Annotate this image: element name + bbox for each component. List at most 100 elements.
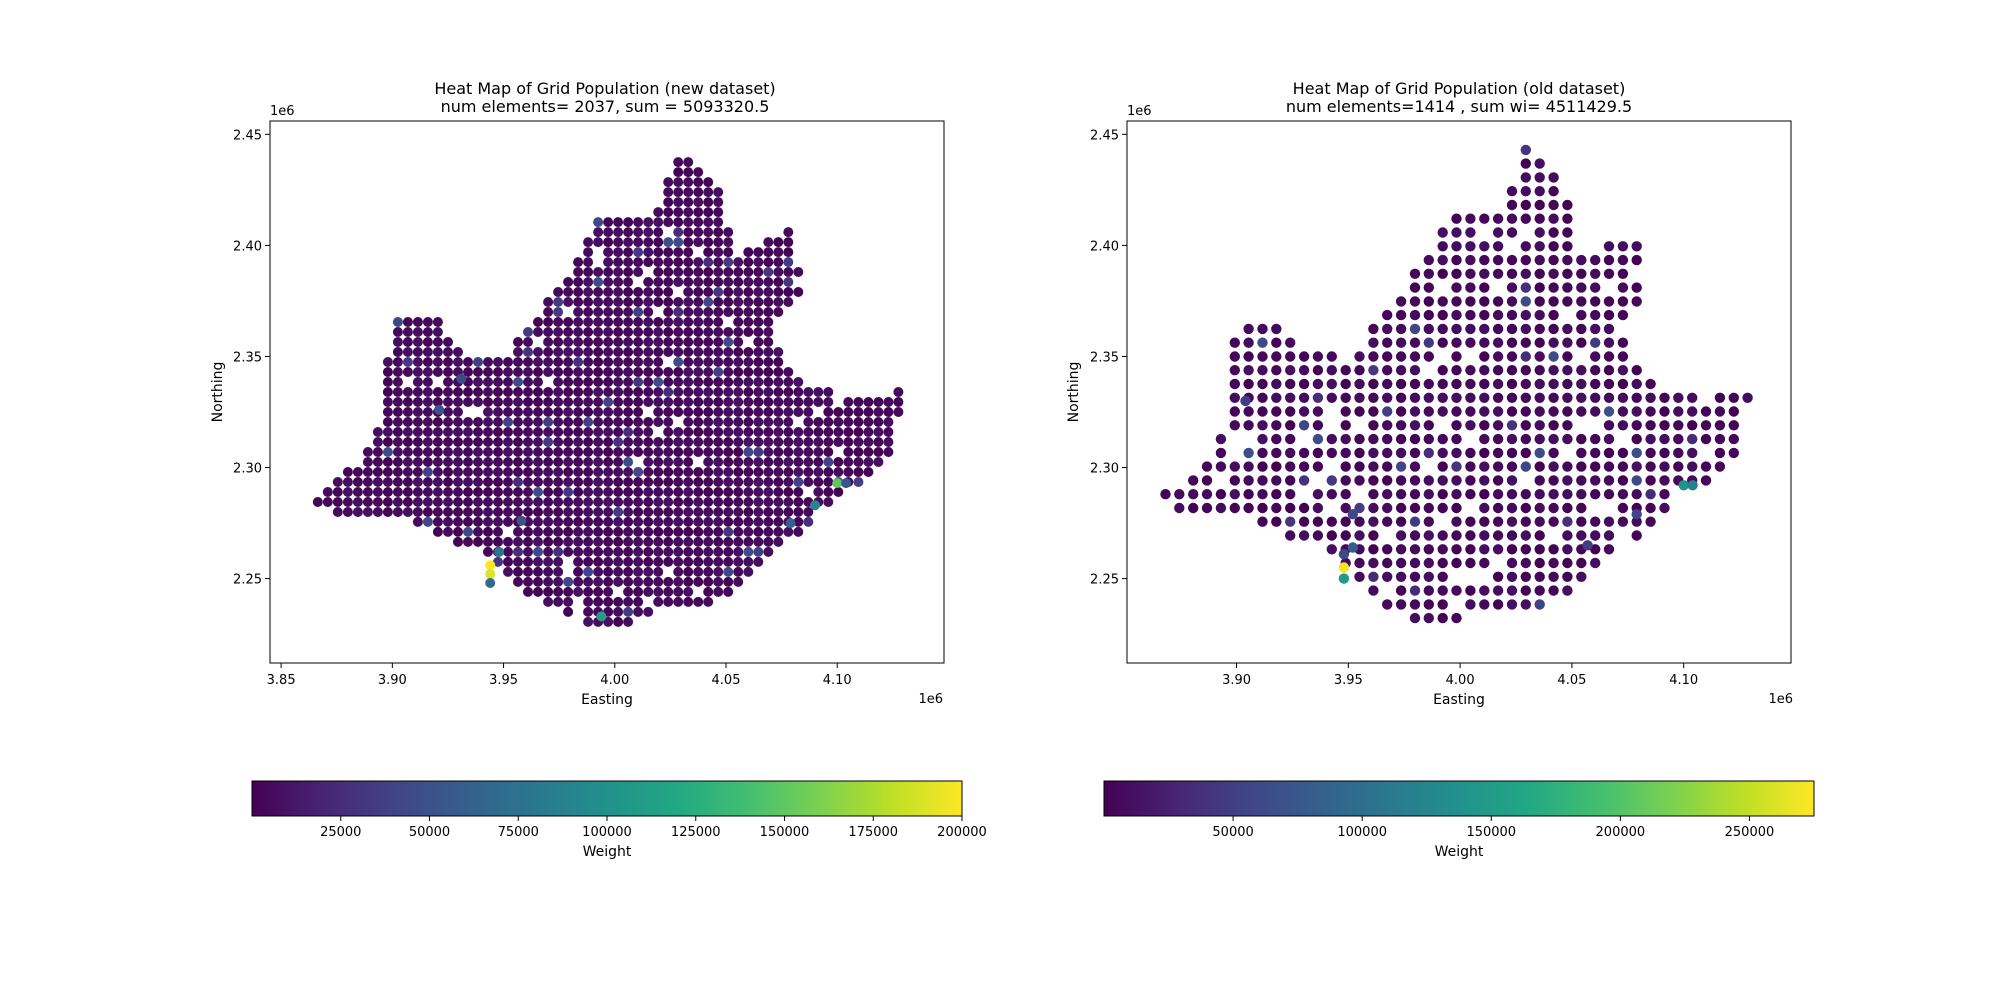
population-point [523,507,533,517]
population-point [1631,447,1642,459]
population-point [653,347,664,357]
population-point [833,457,844,467]
population-point [673,267,684,277]
population-point [593,457,604,467]
population-point [1423,378,1435,390]
population-point [1382,447,1393,459]
population-point [1534,282,1545,293]
population-point [783,477,794,487]
population-point [583,447,594,457]
population-point [493,526,503,537]
population-point [553,427,564,437]
population-point [593,337,604,347]
population-point [503,507,513,517]
population-point [473,397,483,407]
population-point [463,477,473,487]
population-point [1534,241,1545,252]
population-point [1271,489,1282,500]
population-point [1271,337,1282,348]
population-point [1492,447,1504,459]
population-point [1437,544,1448,555]
population-point [432,447,443,457]
population-point [703,227,714,238]
population-point [773,407,784,417]
population-point [633,417,644,427]
population-point [693,357,704,367]
population-point [593,397,604,407]
population-point [412,487,423,497]
population-point [523,546,533,557]
population-point [523,536,533,547]
population-point [1451,612,1462,624]
population-point [1271,447,1282,459]
population-point [613,257,624,268]
population-point [453,487,463,497]
population-point [1354,351,1365,362]
population-point [593,217,604,228]
population-point [753,556,764,567]
population-point [713,327,724,337]
population-point [1465,227,1476,238]
population-point [1520,241,1532,252]
population-point [633,526,644,537]
population-point [613,556,624,567]
population-point [673,556,684,567]
population-point [493,387,503,397]
population-point [1520,158,1532,169]
population-point [523,457,533,467]
population-point [723,257,734,268]
population-point [1548,365,1559,376]
population-point [743,487,754,497]
population-point [1243,351,1254,362]
population-point [1742,392,1753,403]
population-point [402,357,413,367]
population-point [1382,489,1393,500]
population-point [1506,213,1518,224]
population-point [733,526,744,537]
population-point [753,317,764,327]
population-point [593,237,604,248]
population-point [493,397,503,407]
population-point [553,377,564,387]
population-point [1617,516,1629,527]
population-point [1423,599,1435,610]
population-point [1340,516,1351,527]
x-tick-label: 4.00 [600,673,629,688]
population-point [1492,296,1504,307]
population-point [613,287,624,297]
population-point [873,437,884,447]
population-point [653,387,664,397]
population-point [593,447,604,457]
population-point [743,367,754,377]
population-point [673,457,684,467]
population-point [1437,475,1448,486]
population-point [453,397,463,407]
population-point [1548,447,1559,459]
population-point [312,497,323,507]
colorbar-tick-label: 175000 [848,825,898,840]
population-point [563,367,574,377]
population-point [543,367,554,377]
population-point [1492,516,1504,527]
population-point [1631,241,1642,252]
population-point [473,467,483,477]
population-point [463,447,473,457]
population-point [1506,557,1518,569]
population-point [813,417,824,427]
population-point [753,357,764,367]
population-point [1631,516,1642,527]
population-point [713,197,724,208]
population-point [1603,365,1615,376]
population-point [493,367,503,377]
population-point [1340,392,1351,403]
population-point [402,397,413,407]
population-point [1409,309,1421,321]
population-point [723,277,734,287]
population-point [1395,530,1407,541]
population-point [593,387,604,397]
population-point [1298,530,1310,541]
population-point [583,267,594,277]
population-point [483,507,493,517]
population-point [693,187,704,198]
population-point [1465,241,1476,252]
